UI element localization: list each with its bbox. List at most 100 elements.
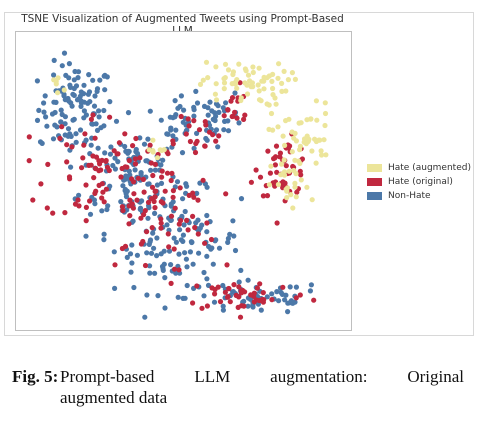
point-hate-augmented bbox=[270, 71, 276, 77]
point-hate-augmented bbox=[293, 194, 299, 200]
point-hate-augmented bbox=[321, 137, 327, 143]
point-hate-augmented bbox=[275, 75, 281, 81]
point-non-hate bbox=[158, 162, 164, 168]
point-non-hate bbox=[307, 288, 313, 294]
point-hate-original bbox=[103, 186, 109, 192]
point-hate-augmented bbox=[212, 91, 218, 97]
point-hate-original bbox=[204, 303, 210, 309]
point-hate-augmented bbox=[197, 81, 204, 87]
point-hate-augmented bbox=[51, 77, 57, 83]
point-hate-original bbox=[298, 172, 304, 178]
point-hate-original bbox=[236, 294, 242, 300]
point-hate-original bbox=[126, 157, 132, 164]
point-hate-augmented bbox=[272, 95, 278, 101]
point-hate-original bbox=[191, 194, 197, 200]
point-non-hate bbox=[189, 239, 195, 246]
point-hate-augmented bbox=[221, 86, 227, 92]
point-hate-augmented bbox=[236, 61, 242, 67]
point-non-hate bbox=[104, 206, 110, 213]
point-hate-original bbox=[147, 142, 153, 148]
point-non-hate bbox=[225, 239, 231, 245]
point-non-hate bbox=[87, 99, 93, 105]
point-non-hate bbox=[236, 279, 242, 285]
point-hate-original bbox=[144, 229, 150, 235]
point-hate-augmented bbox=[234, 77, 240, 83]
point-non-hate bbox=[126, 168, 132, 174]
point-hate-augmented bbox=[313, 98, 319, 104]
point-non-hate bbox=[195, 217, 201, 223]
figure-frame: TSNE Visualization of Augmented Tweets u… bbox=[4, 12, 474, 336]
point-non-hate bbox=[168, 262, 174, 268]
point-hate-original bbox=[257, 281, 263, 287]
point-non-hate bbox=[147, 108, 153, 114]
point-non-hate bbox=[181, 107, 187, 113]
point-non-hate bbox=[283, 292, 289, 298]
point-hate-augmented bbox=[221, 76, 227, 82]
legend-swatch-hate-augmented bbox=[367, 164, 382, 172]
point-non-hate bbox=[225, 128, 232, 134]
point-non-hate bbox=[81, 108, 87, 114]
point-non-hate bbox=[122, 143, 128, 150]
point-hate-original bbox=[72, 201, 79, 207]
point-hate-augmented bbox=[301, 136, 308, 142]
point-hate-augmented bbox=[309, 197, 315, 203]
point-hate-augmented bbox=[250, 69, 256, 76]
point-non-hate bbox=[120, 183, 126, 189]
point-hate-original bbox=[168, 213, 175, 219]
point-non-hate bbox=[194, 130, 200, 136]
point-non-hate bbox=[77, 93, 83, 99]
point-non-hate bbox=[227, 231, 233, 237]
point-hate-original bbox=[228, 98, 234, 104]
point-non-hate bbox=[213, 113, 219, 119]
legend-item-hate-augmented: Hate (augmented) bbox=[367, 161, 471, 175]
point-hate-original bbox=[38, 181, 44, 187]
legend-swatch-non-hate bbox=[367, 192, 382, 200]
point-non-hate bbox=[138, 170, 144, 176]
point-hate-augmented bbox=[312, 136, 318, 142]
point-non-hate bbox=[162, 305, 168, 311]
caption-line-1: Prompt-based LLM augmentation: Original bbox=[60, 367, 464, 386]
point-hate-original bbox=[92, 135, 98, 141]
point-hate-original bbox=[170, 188, 176, 194]
point-non-hate bbox=[178, 237, 184, 243]
point-hate-original bbox=[79, 165, 85, 171]
point-non-hate bbox=[166, 248, 173, 254]
point-hate-original bbox=[44, 205, 50, 211]
point-non-hate bbox=[71, 85, 77, 92]
point-non-hate bbox=[193, 88, 199, 94]
point-hate-augmented bbox=[270, 85, 276, 92]
point-non-hate bbox=[102, 150, 108, 156]
point-hate-augmented bbox=[213, 81, 219, 87]
point-hate-augmented bbox=[250, 64, 256, 70]
point-hate-augmented bbox=[276, 61, 282, 67]
point-non-hate bbox=[111, 249, 117, 255]
point-hate-original bbox=[195, 231, 201, 237]
point-non-hate bbox=[174, 179, 181, 185]
point-non-hate bbox=[232, 247, 239, 254]
point-non-hate bbox=[77, 127, 84, 133]
point-non-hate bbox=[209, 108, 215, 114]
point-non-hate bbox=[154, 235, 160, 241]
point-non-hate bbox=[160, 157, 166, 163]
point-hate-augmented bbox=[297, 147, 303, 153]
point-non-hate bbox=[220, 303, 226, 309]
point-hate-original bbox=[185, 116, 191, 122]
point-hate-augmented bbox=[256, 97, 263, 103]
point-hate-augmented bbox=[225, 67, 232, 73]
point-hate-original bbox=[69, 144, 75, 150]
point-non-hate bbox=[102, 87, 108, 93]
point-hate-augmented bbox=[313, 160, 319, 166]
point-non-hate bbox=[61, 50, 68, 56]
point-non-hate bbox=[168, 203, 174, 209]
point-hate-augmented bbox=[319, 152, 325, 158]
point-hate-original bbox=[90, 153, 96, 159]
point-hate-original bbox=[135, 175, 141, 181]
point-non-hate bbox=[152, 270, 158, 276]
point-non-hate bbox=[147, 270, 153, 276]
point-non-hate bbox=[204, 137, 210, 143]
point-hate-original bbox=[236, 284, 242, 290]
point-non-hate bbox=[245, 303, 251, 309]
point-non-hate bbox=[146, 241, 152, 247]
point-hate-original bbox=[192, 149, 199, 156]
point-non-hate bbox=[75, 75, 81, 81]
